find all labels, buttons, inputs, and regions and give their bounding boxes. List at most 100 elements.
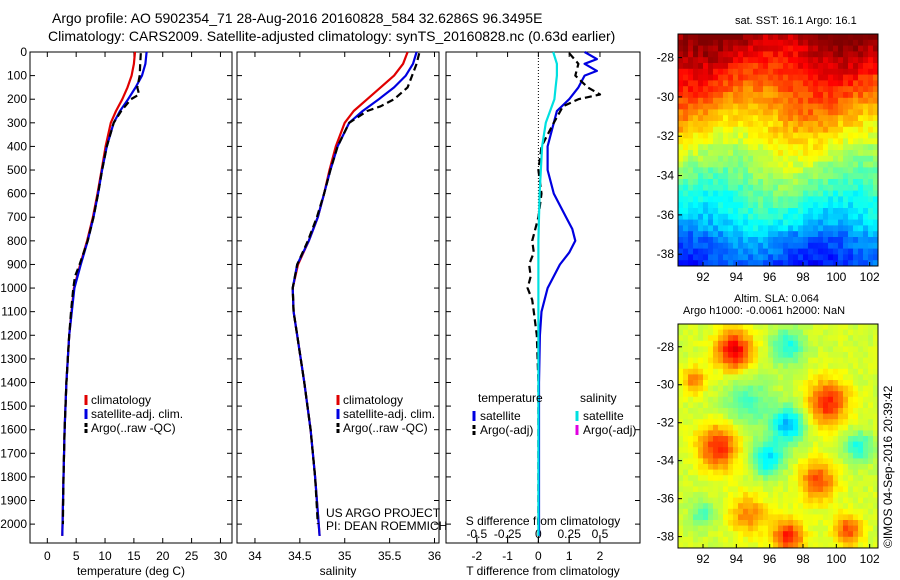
map-cell	[823, 335, 829, 342]
map-cell	[803, 324, 809, 330]
map-cell	[853, 329, 859, 336]
map-cell	[733, 340, 739, 347]
map-cell	[848, 80, 854, 87]
map-cell	[718, 413, 724, 420]
map-cell	[753, 248, 759, 255]
map-cell	[763, 408, 769, 414]
map-cell	[718, 536, 724, 543]
map-cell	[843, 441, 849, 448]
map-cell	[728, 167, 734, 174]
map-cell	[828, 441, 834, 448]
map-cell	[698, 184, 704, 191]
map-cell	[843, 51, 849, 58]
map-cell	[708, 225, 714, 232]
map-cell	[798, 335, 804, 342]
map-cell	[873, 374, 879, 381]
map-cell	[733, 150, 739, 157]
map-cell	[683, 144, 689, 151]
map-cell	[848, 441, 854, 448]
map-cell	[768, 242, 774, 249]
map-cell	[828, 346, 834, 353]
map-cell	[803, 126, 809, 133]
map-cell	[678, 436, 684, 442]
map-cell	[863, 335, 869, 342]
x-tick-label: 0	[44, 549, 51, 563]
map-cell	[733, 190, 739, 197]
map-cell	[868, 503, 874, 510]
map-cell	[868, 97, 874, 104]
map-cell	[833, 51, 839, 58]
map-cell	[803, 208, 809, 215]
map-cell	[703, 324, 709, 330]
map-cell	[803, 380, 809, 386]
map-cell	[698, 34, 704, 41]
map-cell	[748, 525, 754, 532]
map-cell	[698, 80, 704, 87]
map-cell	[873, 196, 879, 203]
map-cell	[828, 396, 834, 403]
map-cell	[873, 525, 879, 532]
map-cell	[808, 385, 814, 392]
map-cell	[873, 225, 879, 232]
map-cell	[813, 413, 819, 420]
map-cell	[828, 190, 834, 197]
map-cell	[768, 92, 774, 99]
map-cell	[763, 39, 769, 46]
map-cell	[833, 109, 839, 116]
map-cell	[813, 368, 819, 375]
map-cell	[848, 486, 854, 493]
map-cell	[828, 368, 834, 375]
map-cell	[753, 424, 759, 431]
map-cell	[838, 324, 844, 330]
map-cell	[853, 248, 859, 255]
map-cell	[758, 396, 764, 403]
map-cell	[713, 45, 719, 52]
map-cell	[748, 329, 754, 336]
map-cell	[743, 497, 749, 504]
map-cell	[733, 357, 739, 364]
map-cell	[743, 396, 749, 403]
map-cell	[738, 486, 744, 493]
map-cell	[848, 213, 854, 220]
map-cell	[718, 346, 724, 353]
map-cell	[753, 419, 759, 426]
map-cell	[808, 167, 814, 174]
map-cell	[723, 497, 729, 504]
map-cell	[853, 179, 859, 186]
map-cell	[828, 357, 834, 364]
map-cell	[703, 486, 709, 493]
map-cell	[718, 80, 724, 87]
map-cell	[848, 324, 854, 330]
map-cell	[693, 458, 699, 465]
map-cell	[863, 161, 869, 168]
map-cell	[818, 150, 824, 157]
map-cell	[728, 237, 734, 244]
map-cell	[818, 346, 824, 353]
map-cell	[838, 68, 844, 75]
map-cell	[863, 458, 869, 465]
map-cell	[688, 196, 694, 203]
map-cell	[818, 179, 824, 186]
map-cell	[803, 531, 809, 538]
map-cell	[753, 63, 759, 70]
map-cell	[828, 402, 834, 409]
map-cell	[758, 57, 764, 64]
map-cell	[783, 161, 789, 168]
map-cell	[793, 413, 799, 420]
credit-project: US ARGO PROJECT	[326, 506, 441, 520]
map-cell	[678, 380, 684, 386]
map-cell	[803, 144, 809, 151]
map-cell	[818, 260, 824, 267]
map-cell	[768, 458, 774, 465]
map-cell	[788, 63, 794, 70]
map-cell	[728, 531, 734, 538]
map-cell	[768, 121, 774, 128]
map-cell	[783, 508, 789, 515]
map-cell	[868, 254, 874, 261]
map-cell	[853, 115, 859, 122]
map-y-tick-label: -36	[657, 208, 675, 222]
map-cell	[798, 225, 804, 232]
map-cell	[833, 190, 839, 197]
map-cell	[763, 161, 769, 168]
map-cell	[708, 115, 714, 122]
